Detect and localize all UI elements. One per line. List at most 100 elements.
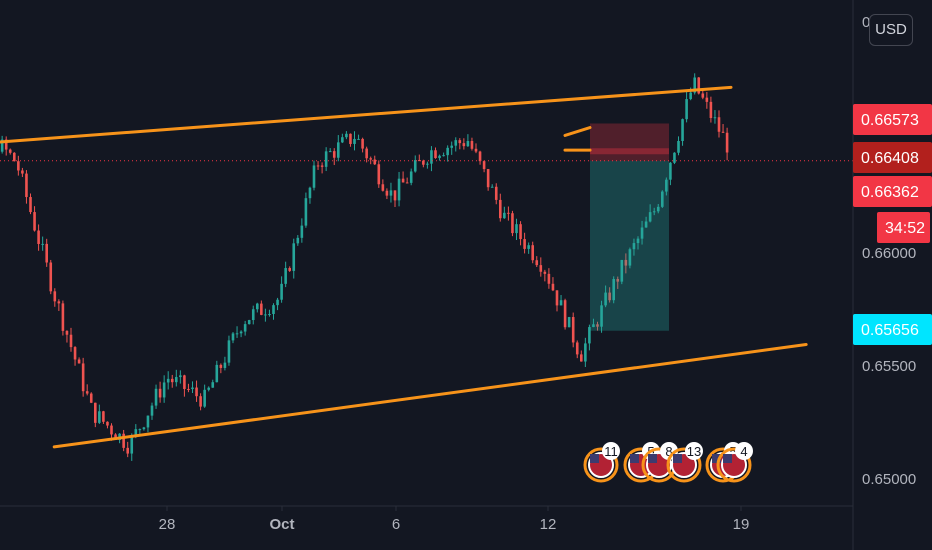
candle-body — [490, 186, 494, 188]
candle-body — [207, 387, 210, 390]
time-axis-tick-label: 28 — [159, 516, 176, 533]
time-axis-tick-label: 19 — [733, 516, 750, 533]
economic-event-marker[interactable]: 13 — [666, 442, 703, 483]
candle-body — [33, 212, 36, 231]
candle-body — [636, 238, 640, 244]
candle-body — [183, 375, 186, 389]
candle-body — [260, 303, 263, 315]
candle-body — [389, 190, 393, 196]
candle-body — [154, 388, 158, 406]
candle-body — [450, 145, 453, 148]
event-count-label: 4 — [740, 444, 747, 459]
candle-body — [523, 239, 526, 249]
price-tag-background — [853, 314, 932, 345]
candle-body — [53, 291, 57, 302]
price-tag: 34:52 — [877, 212, 930, 243]
candle-body — [531, 245, 534, 261]
candle-body — [142, 427, 146, 430]
candle-body — [563, 300, 567, 328]
candle-body — [685, 99, 688, 120]
candle-body — [721, 131, 725, 133]
candle-body — [693, 77, 696, 93]
candle-body — [45, 243, 48, 263]
time-axis[interactable]: 28 Oct 6 12 19 — [159, 506, 750, 533]
candle-body — [179, 375, 182, 378]
us-flag-canton — [673, 454, 682, 463]
candle-body — [596, 324, 599, 327]
candle-body — [304, 198, 308, 226]
candle-body — [73, 347, 77, 360]
candle-body — [94, 402, 97, 423]
candle-body — [555, 290, 559, 306]
candle-body — [235, 333, 239, 335]
candle-body — [65, 330, 69, 335]
economic-event-marker[interactable]: 4 — [716, 442, 753, 483]
candle-body — [349, 133, 352, 144]
candle-body — [77, 359, 81, 364]
price-tag: 0.66362 — [853, 176, 932, 207]
price-tag-label: 0.66408 — [861, 150, 919, 167]
candle-body — [203, 389, 206, 407]
candle-body — [604, 292, 607, 306]
candle-body — [632, 243, 636, 250]
drawings-layer[interactable] — [0, 85, 853, 449]
candle-body — [717, 117, 721, 132]
candle-body — [158, 388, 162, 398]
candle-body — [284, 268, 287, 284]
price-axis[interactable]: 0.66000 0.65500 0.65000 0 — [862, 14, 916, 488]
candle-body — [25, 173, 28, 198]
price-tag-background — [853, 104, 932, 135]
candle-body — [571, 317, 575, 343]
candle-body — [620, 259, 624, 282]
price-axis-tick-label: 0.66000 — [862, 245, 916, 262]
candle-body — [13, 152, 16, 162]
channel-lower-line[interactable] — [52, 343, 808, 449]
candle-body — [499, 199, 502, 219]
candle-body — [470, 141, 474, 149]
candle-body — [126, 447, 129, 454]
price-tag-background — [853, 176, 932, 207]
us-flag-canton — [590, 454, 599, 463]
mini-channel-upper[interactable] — [563, 126, 592, 137]
candle-body — [256, 303, 259, 310]
candle-body — [442, 155, 445, 157]
candle-body — [4, 139, 8, 150]
channel-upper-line[interactable] — [0, 85, 733, 146]
economic-events-layer[interactable]: 11 5 8 13 5 4 — [583, 442, 753, 483]
currency-button[interactable]: USD — [869, 14, 913, 46]
event-count-label: 8 — [665, 444, 672, 459]
candle-body — [8, 149, 12, 153]
candle-body — [324, 151, 328, 167]
candle-body — [243, 324, 247, 332]
candle-body — [474, 148, 478, 152]
candle-body — [150, 405, 154, 416]
candle-body — [539, 265, 543, 272]
candle-body — [567, 317, 571, 328]
candle-body — [559, 300, 563, 306]
candle-body — [422, 160, 425, 165]
candle-body — [608, 292, 611, 301]
candle-body — [29, 197, 32, 213]
event-count-badge — [735, 442, 753, 460]
candle-body — [288, 268, 291, 271]
candle-body — [365, 148, 368, 159]
candle-body — [628, 249, 632, 266]
price-axis-tick-label: 0.65500 — [862, 358, 916, 375]
candle-body — [110, 425, 113, 435]
candle-body — [162, 382, 166, 398]
stop-loss-zone[interactable] — [590, 123, 669, 161]
us-flag-canton — [648, 454, 657, 463]
candle-body — [624, 259, 628, 266]
economic-event-marker[interactable]: 11 — [583, 442, 620, 483]
candle-body — [0, 139, 4, 152]
candle-body — [369, 158, 372, 160]
candle-body — [122, 433, 125, 448]
candle-body — [575, 342, 579, 355]
take-profit-zone[interactable] — [590, 160, 669, 331]
candle-body — [547, 273, 551, 284]
candle-body — [640, 227, 644, 239]
candle-body — [17, 161, 20, 171]
candle-body — [227, 340, 231, 363]
candle-body — [199, 396, 202, 407]
